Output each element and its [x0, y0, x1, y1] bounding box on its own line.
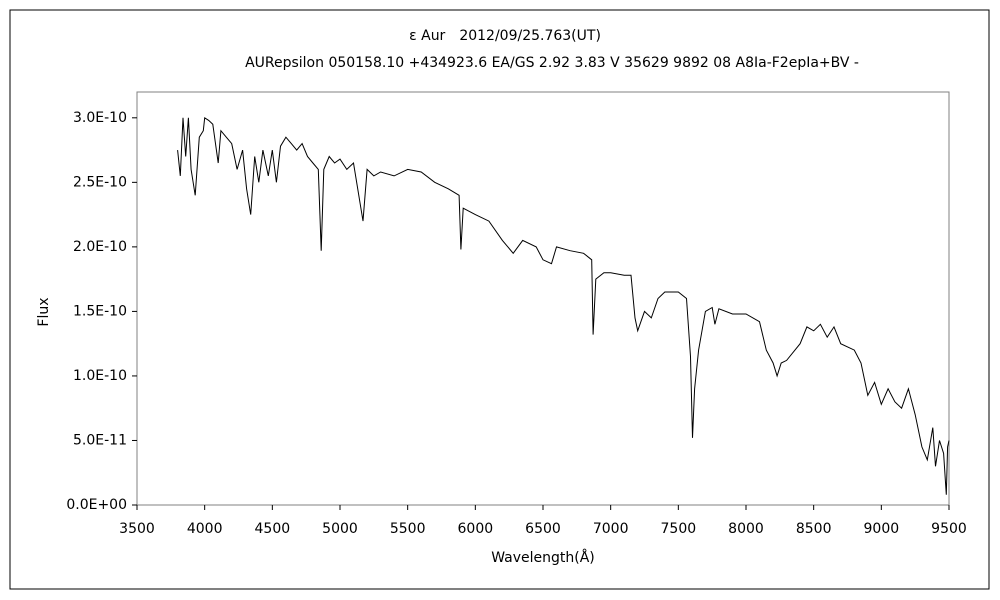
x-tick-label: 6500: [525, 521, 561, 537]
chart-title: ε Aur 2012/09/25.763(UT): [409, 28, 601, 44]
y-axis-label: Flux: [36, 297, 52, 326]
chart-subtitle: AURepsilon 050158.10 +434923.6 EA/GS 2.9…: [245, 55, 859, 71]
x-tick-label: 3500: [119, 521, 155, 537]
y-tick-label: 2.0E-10: [73, 239, 127, 255]
x-axis-label: Wavelength(Å): [491, 549, 595, 566]
x-tick-label: 9000: [864, 521, 900, 537]
x-tick-label: 7500: [661, 521, 697, 537]
x-tick-label: 5000: [322, 521, 358, 537]
spectrum-line: [177, 116, 950, 495]
y-tick-label: 0.0E+00: [66, 497, 127, 513]
x-tick-label: 6000: [458, 521, 494, 537]
x-tick-label: 8000: [728, 521, 764, 537]
x-tick-label: 4000: [187, 521, 223, 537]
y-tick-label: 1.5E-10: [73, 303, 127, 319]
x-tick-label: 7000: [593, 521, 629, 537]
y-tick-label: 2.5E-10: [73, 174, 127, 190]
x-tick-label: 9500: [931, 521, 967, 537]
y-tick-label: 3.0E-10: [73, 110, 127, 126]
y-tick-label: 1.0E-10: [73, 368, 127, 384]
plot-area: [136, 91, 950, 506]
y-tick-label: 5.0E-11: [73, 432, 127, 448]
x-tick-label: 5500: [390, 521, 426, 537]
x-tick-label: 8500: [796, 521, 832, 537]
x-tick-label: 4500: [255, 521, 291, 537]
chart-border: [9, 9, 990, 590]
